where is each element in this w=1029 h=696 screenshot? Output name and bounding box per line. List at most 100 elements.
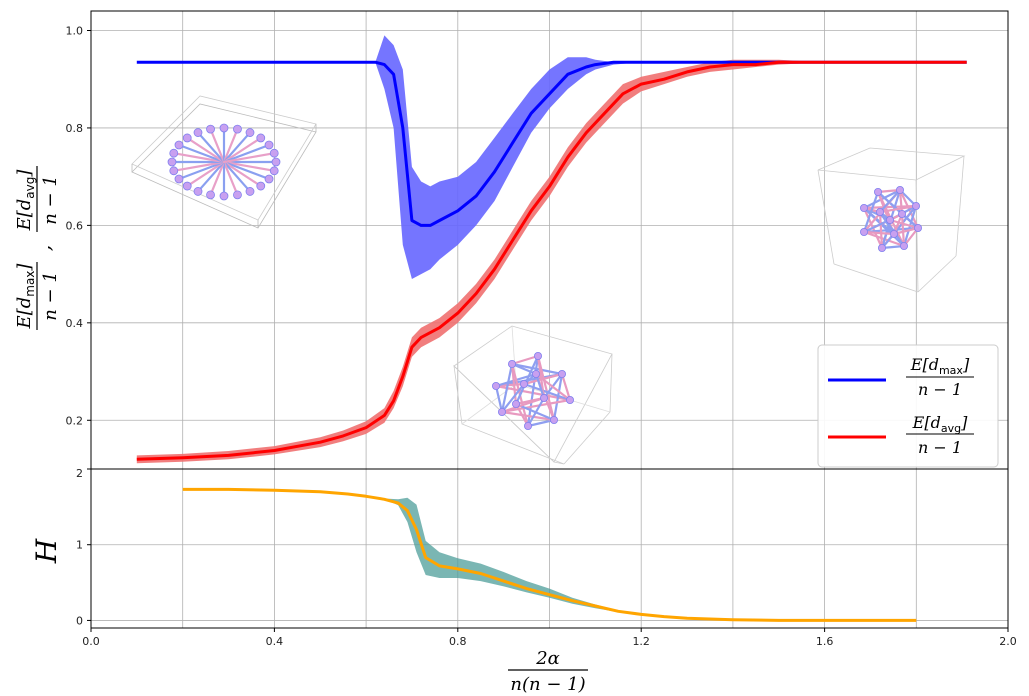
top-y-tick-label: 0.2 — [66, 414, 84, 427]
svg-text:2α: 2α — [535, 648, 560, 669]
dmax-band — [136, 35, 967, 280]
graph-node — [245, 187, 255, 196]
graph-edge — [878, 210, 884, 250]
svg-text:n − 1: n − 1 — [918, 438, 962, 457]
cluster-graph-icon — [817, 147, 966, 293]
graph-node — [498, 407, 507, 416]
x-tick-label: 0.0 — [82, 635, 100, 648]
graph-node — [206, 190, 215, 200]
dmax-line — [136, 60, 967, 227]
graph-node — [532, 369, 540, 378]
graph-node — [549, 415, 558, 424]
graph-node — [245, 128, 255, 137]
bottom-axes-frame — [90, 468, 1009, 629]
graph-edge — [222, 136, 262, 164]
graph-node — [539, 394, 548, 402]
graph-edge — [177, 143, 226, 164]
svg-text:E[davg]: E[davg] — [912, 413, 968, 435]
top-panel: 0.2 0.4 0.6 0.8 1.0 E[dmax] n − 1 , E[davg] … — [14, 10, 1009, 470]
graph-node — [557, 369, 566, 378]
graph-edge — [560, 372, 572, 402]
graph-node — [886, 216, 894, 224]
graph-node — [524, 421, 532, 430]
graph-node — [233, 124, 242, 134]
graph-node — [859, 203, 868, 212]
x-tick-label: 2.0 — [999, 635, 1017, 648]
graph-edge — [526, 418, 556, 428]
graph-node — [219, 191, 229, 201]
graph-node — [875, 207, 884, 216]
graph-node — [859, 227, 868, 236]
legend: E[dmax] n − 1 E[davg] n − 1 — [817, 344, 999, 468]
graph-node — [167, 157, 177, 167]
graph-node — [269, 166, 279, 176]
graph-node — [182, 181, 192, 191]
graph-edge — [222, 160, 239, 196]
x-tick-label: 0.8 — [449, 635, 467, 648]
davg-line — [136, 60, 967, 461]
bottom-y-ticks: 0 1 2 — [76, 467, 91, 627]
svg-text:n − 1: n − 1 — [40, 175, 61, 225]
graph-node — [566, 396, 575, 404]
graph-edge — [534, 372, 572, 402]
graph-edge — [222, 152, 276, 164]
graph-edge — [510, 362, 538, 376]
graph-node — [182, 133, 192, 143]
dense-graph-icon — [453, 325, 613, 465]
bottom-y-tick-label: 0 — [76, 614, 83, 627]
graph-edge — [500, 362, 514, 414]
bottom-y-tick-label: 2 — [76, 467, 83, 480]
graph-node — [896, 186, 904, 195]
x-tick-label: 0.4 — [266, 635, 284, 648]
graph-edge — [196, 131, 226, 164]
bottom-x-ticks: 0.0 0.4 0.8 1.2 1.6 2.0 — [82, 628, 1017, 648]
graph-edge — [514, 354, 540, 406]
graph-edge — [222, 160, 262, 188]
graph-edge — [172, 152, 226, 164]
graph-edge — [888, 218, 920, 230]
bottom-y-axis-label: H — [30, 538, 63, 564]
graph-edge — [878, 204, 918, 214]
graph-edge — [510, 354, 540, 366]
graph-edge — [222, 131, 252, 164]
graph-node — [174, 174, 184, 184]
top-y-tick-label: 0.6 — [66, 219, 84, 232]
graph-edge — [522, 382, 572, 402]
top-y-tick-label: 0.4 — [66, 317, 84, 330]
graph-node — [271, 157, 281, 167]
graph-node — [897, 209, 906, 218]
graph-node — [264, 140, 274, 150]
top-y-ticks: 0.2 0.4 0.6 0.8 1.0 — [66, 24, 91, 427]
graph-node — [511, 400, 520, 408]
graph-edge — [209, 160, 226, 196]
graph-node — [873, 187, 882, 196]
graph-node — [877, 243, 886, 252]
graph-edge — [209, 128, 226, 164]
svg-text:E[davg]: E[davg] — [14, 169, 37, 232]
graph-node — [913, 224, 922, 232]
graph-node — [269, 148, 279, 158]
graph-edge — [500, 410, 556, 422]
graph-edge — [500, 398, 572, 414]
top-y-tick-label: 0.8 — [66, 122, 84, 135]
top-y-tick-label: 1.0 — [66, 24, 84, 37]
graph-edge — [500, 382, 526, 414]
graph-edge — [534, 372, 546, 400]
graph-node — [264, 174, 274, 184]
graph-edge — [186, 160, 226, 188]
graph-node — [492, 381, 501, 390]
graph-edge — [878, 210, 896, 236]
graph-edge — [222, 128, 239, 164]
svg-text:E[dmax]: E[dmax] — [910, 355, 970, 377]
graph-node — [233, 190, 242, 200]
graph-node — [899, 241, 908, 250]
graph-edge — [862, 230, 896, 236]
graph-edge — [536, 354, 556, 422]
graph-node — [219, 123, 229, 133]
top-series-lines — [136, 60, 967, 461]
graph-edge — [196, 160, 226, 193]
graph-edge — [222, 160, 252, 193]
graph-edge — [898, 188, 904, 216]
bottom-gridlines — [91, 468, 1009, 628]
